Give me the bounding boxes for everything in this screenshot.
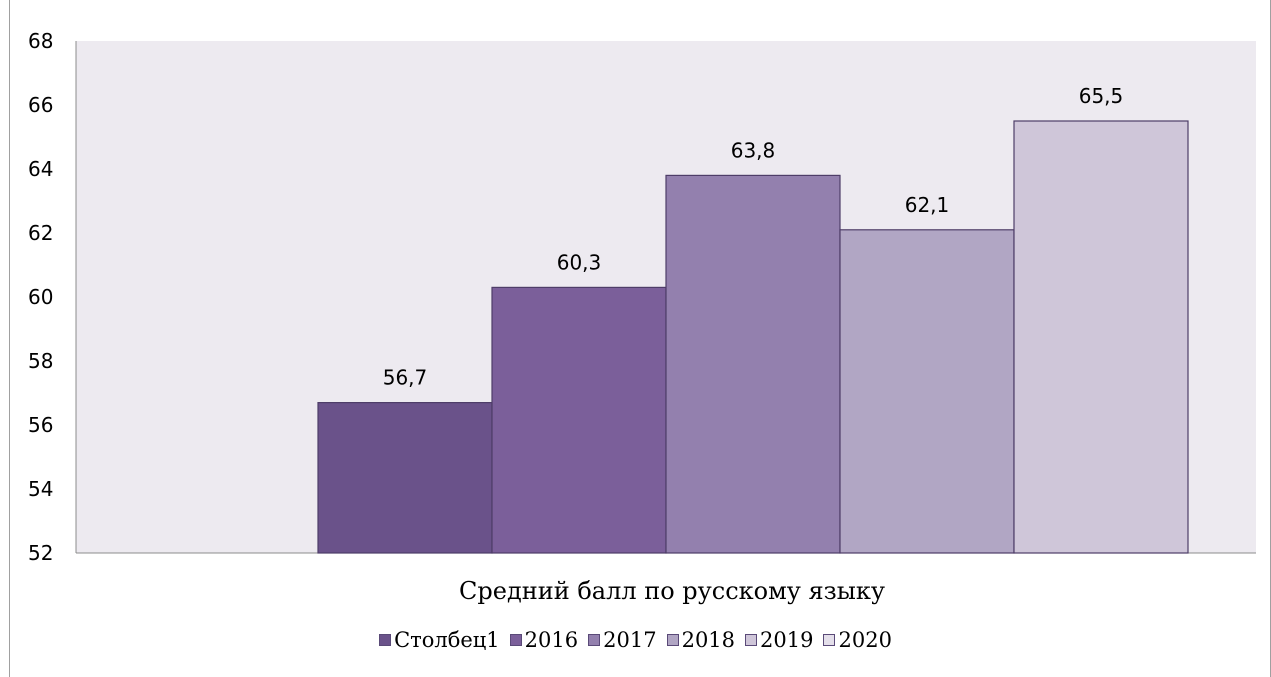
y-tick-label: 64 xyxy=(28,157,53,181)
bar-2019 xyxy=(1013,120,1189,554)
y-tick-label: 62 xyxy=(28,221,53,245)
legend-swatch xyxy=(745,634,758,646)
data-label: 65,5 xyxy=(1079,84,1124,108)
legend-label: 2016 xyxy=(524,628,579,652)
data-labels: 56,7 60,3 63,8 62,1 65,5 xyxy=(383,84,1124,390)
y-tick-label: 66 xyxy=(28,93,53,117)
bar-group xyxy=(317,120,1189,554)
category-label: Средний балл по русскому языку xyxy=(459,577,885,605)
legend-item: 2016 xyxy=(509,628,579,652)
legend-item: 2017 xyxy=(588,628,657,652)
legend-swatch xyxy=(379,634,392,646)
y-tick-label: 58 xyxy=(28,349,53,373)
legend-label: Столбец1 xyxy=(394,628,500,652)
legend-label: 2017 xyxy=(603,628,657,652)
bar-2016 xyxy=(491,286,667,554)
y-tick-label: 52 xyxy=(28,541,53,565)
data-label: 56,7 xyxy=(383,366,428,390)
legend-item: 2019 xyxy=(745,628,813,652)
bar-2017 xyxy=(665,174,841,554)
bar-2018 xyxy=(839,229,1015,554)
y-tick-label: 60 xyxy=(28,285,53,309)
legend-item: Столбец1 xyxy=(379,628,500,652)
legend-swatch xyxy=(823,634,836,646)
legend-swatch xyxy=(588,634,601,646)
legend: Столбец1 2016 2017 2018 2019 2020 xyxy=(0,628,1271,652)
legend-label: 2019 xyxy=(760,628,814,652)
legend-swatch xyxy=(666,634,679,646)
y-tick-label: 68 xyxy=(28,29,53,53)
legend-swatch xyxy=(509,634,522,646)
data-label: 63,8 xyxy=(731,138,776,162)
legend-label: 2020 xyxy=(838,628,892,652)
bar-Столбец1 xyxy=(317,402,493,554)
y-axis-ticks: 52 54 56 58 60 62 64 66 68 xyxy=(28,29,53,565)
data-label: 62,1 xyxy=(905,193,950,217)
y-tick-label: 56 xyxy=(28,413,53,437)
data-label: 60,3 xyxy=(557,250,602,274)
legend-item: 2018 xyxy=(666,628,736,652)
legend-item: 2020 xyxy=(823,628,892,652)
y-tick-label: 54 xyxy=(28,477,53,501)
legend-label: 2018 xyxy=(681,628,736,652)
